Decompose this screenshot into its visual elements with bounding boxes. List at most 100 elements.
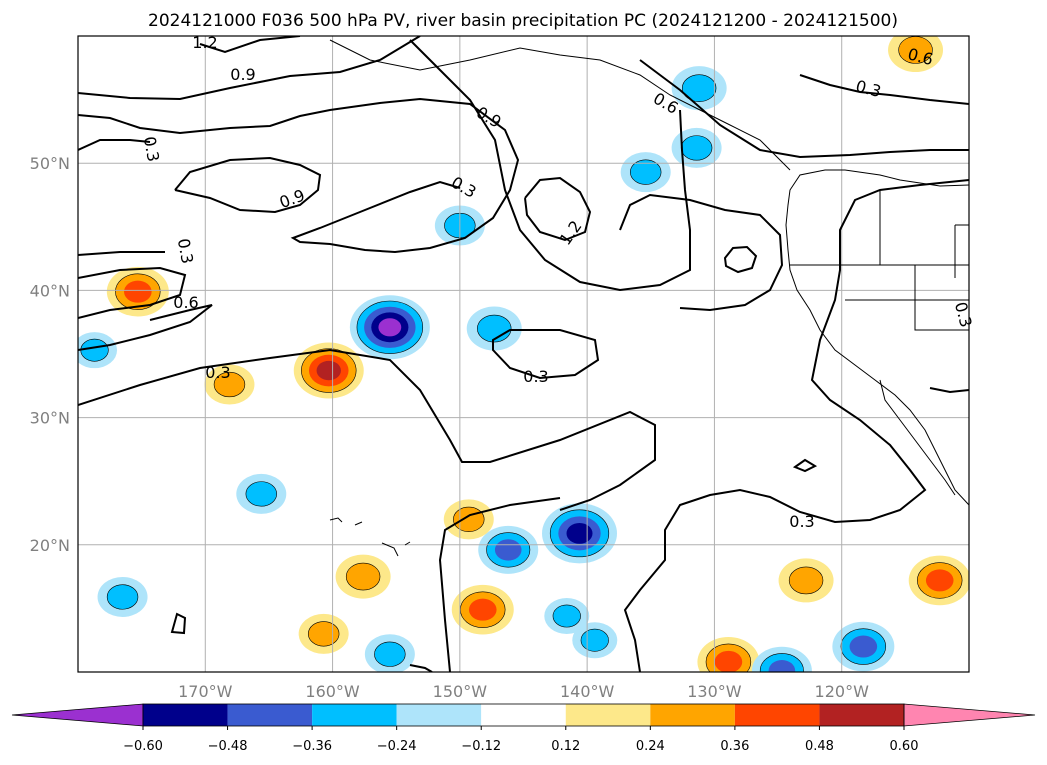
map-panel: 1.2 0.9 0.3 0.3 0.9 0.6 0.3 0.6 0.9 0.3 … xyxy=(77,33,976,673)
colorbar-tick-label: 0.48 xyxy=(805,739,834,754)
map-frame xyxy=(77,35,970,673)
precip-blob xyxy=(78,332,118,369)
precip-blob xyxy=(697,637,760,672)
precip-blob xyxy=(364,634,415,672)
contour-label: 1.2 xyxy=(192,33,217,52)
precip-blob xyxy=(620,152,671,193)
precip-level xyxy=(468,598,497,621)
coastline-alaska-bc xyxy=(329,39,791,171)
colorbar-tick-label: −0.12 xyxy=(461,739,501,754)
map-background xyxy=(78,36,969,672)
precip-blob xyxy=(544,598,590,635)
precip-blob xyxy=(236,473,287,514)
colorbar-tick-label: 0.12 xyxy=(551,739,580,754)
coastline-baja xyxy=(879,379,956,496)
precip-blob xyxy=(832,621,895,672)
colorbar-extend-high xyxy=(903,703,1036,727)
precip-blob xyxy=(335,554,391,599)
gridlines xyxy=(78,36,969,672)
precip-blob xyxy=(778,558,834,603)
contour-label: 0.3 xyxy=(140,135,163,163)
y-tick-label: 20°N xyxy=(30,536,70,555)
colorbar-tick-label: 0.24 xyxy=(636,739,665,754)
colorbar-extend-low xyxy=(11,703,144,727)
precip-level xyxy=(714,650,743,672)
precip-level xyxy=(106,584,139,610)
precip-level xyxy=(788,566,824,595)
precip-level xyxy=(566,522,593,544)
y-tick-label: 50°N xyxy=(30,154,70,173)
precip-level xyxy=(768,660,796,672)
precip-level xyxy=(453,506,485,532)
precip-level xyxy=(345,562,381,591)
x-tick-label: 130°W xyxy=(687,682,742,701)
precip-level xyxy=(629,159,662,185)
precip-level xyxy=(374,641,406,667)
precip-blob xyxy=(451,584,514,635)
colorbar-frame xyxy=(142,703,905,727)
colorbar-segment xyxy=(481,704,566,726)
y-tick-label: 30°N xyxy=(30,409,70,428)
y-tick-label: 40°N xyxy=(30,281,70,300)
colorbar-tick-label: −0.60 xyxy=(123,739,163,754)
precip-blob xyxy=(908,555,969,606)
contour-label: 0.3 xyxy=(174,237,197,265)
colorbar-segment xyxy=(227,704,313,726)
colorbar-segment xyxy=(312,704,397,726)
y-tick-labels: 20°N 30°N 40°N 50°N xyxy=(30,154,70,555)
precip-level xyxy=(925,569,954,592)
colorbar-segment xyxy=(143,704,228,726)
contour-label: 0.6 xyxy=(173,293,198,312)
contour-label: 0.9 xyxy=(230,65,255,84)
precip-level xyxy=(494,539,522,561)
precip-level xyxy=(316,360,341,381)
colorbar-tick-label: −0.36 xyxy=(292,739,332,754)
precip-level xyxy=(681,74,717,102)
coastline-north-america xyxy=(785,169,969,506)
precip-blob xyxy=(751,646,812,672)
contour-label: 0.3 xyxy=(205,363,230,382)
x-tick-label: 160°W xyxy=(305,682,360,701)
precip-blob xyxy=(443,499,494,540)
precip-level xyxy=(307,621,340,647)
precip-blob xyxy=(478,525,539,574)
precip-level xyxy=(124,280,152,303)
state-borders xyxy=(790,190,969,331)
precip-blob xyxy=(671,66,727,111)
precip-blob xyxy=(298,613,349,654)
precip-level xyxy=(477,314,512,343)
precip-level xyxy=(552,604,581,628)
colorbar-tick-label: 0.36 xyxy=(720,739,749,754)
precip-level xyxy=(378,318,402,337)
chart-title: 2024121000 F036 500 hPa PV, river basin … xyxy=(148,11,898,31)
precip-blob xyxy=(888,36,944,72)
x-tick-label: 150°W xyxy=(433,682,488,701)
x-tick-label: 170°W xyxy=(178,682,233,701)
colorbar-segment xyxy=(650,704,735,726)
colorbar: −0.60 −0.48 −0.36 −0.24 −0.12 0.12 0.24 0.36 0.4… xyxy=(11,703,1036,754)
precip-blob xyxy=(671,127,722,168)
precip-level xyxy=(80,338,109,362)
precip-level xyxy=(580,628,609,652)
contour-label: 0.3 xyxy=(523,367,548,386)
precip-blob xyxy=(572,622,618,659)
contour-label: 0.3 xyxy=(789,512,814,531)
x-tick-label: 140°W xyxy=(560,682,615,701)
colorbar-tick-label: 0.60 xyxy=(890,739,919,754)
coastlines xyxy=(329,39,969,557)
colorbar-segment xyxy=(396,704,482,726)
precip-level xyxy=(680,135,713,161)
islands-hawaii xyxy=(329,517,411,557)
colorbar-tick-label: −0.48 xyxy=(208,739,248,754)
precip-blob xyxy=(97,576,148,617)
colorbar-tick-label: −0.24 xyxy=(377,739,417,754)
precip-blob xyxy=(204,364,255,405)
pv-contours xyxy=(78,36,969,672)
precip-blob xyxy=(349,295,430,360)
x-tick-label: 120°W xyxy=(815,682,870,701)
x-tick-labels: 170°W 160°W 150°W 140°W 130°W 120°W xyxy=(178,682,869,701)
precip-blob xyxy=(542,503,618,564)
precip-level xyxy=(245,481,277,507)
colorbar-segment xyxy=(734,704,820,726)
